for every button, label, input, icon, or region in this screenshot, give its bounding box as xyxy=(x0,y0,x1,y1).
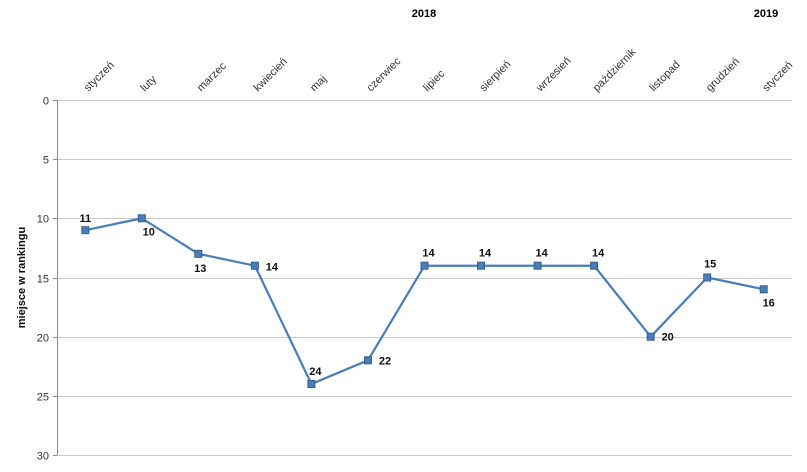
data-label: 22 xyxy=(379,355,391,367)
y-tick-label: 0 xyxy=(43,96,49,108)
year-label-2018: 2018 xyxy=(411,8,437,20)
data-label: 20 xyxy=(662,332,674,344)
data-label: 24 xyxy=(309,366,322,378)
data-label: 14 xyxy=(592,248,605,260)
x-tick-label: październik xyxy=(591,46,639,94)
y-tick-label: 15 xyxy=(37,274,49,286)
x-tick-label: marzec xyxy=(195,60,229,94)
data-point-marker xyxy=(759,285,768,294)
y-tick-label: 25 xyxy=(37,392,49,404)
data-point-marker xyxy=(646,332,655,341)
y-tick-label: 30 xyxy=(37,451,49,463)
data-label: 14 xyxy=(479,248,492,260)
data-point-marker xyxy=(477,261,485,270)
y-tick-label: 10 xyxy=(37,214,49,226)
x-tick-label: kwiecień xyxy=(252,56,290,94)
data-point-marker xyxy=(194,249,203,258)
x-tick-label: styczeń xyxy=(82,59,117,94)
data-point-marker xyxy=(307,380,316,388)
x-tick-label: lipiec xyxy=(421,68,448,95)
data-label: 14 xyxy=(422,248,435,260)
data-point-marker xyxy=(250,261,259,270)
y-tick-label: 5 xyxy=(43,155,49,167)
data-label: 13 xyxy=(194,263,206,275)
data-point-marker xyxy=(533,261,542,270)
x-tick-label: wrzesień xyxy=(534,55,574,95)
data-label: 16 xyxy=(763,297,775,309)
x-tick-label: grudzień xyxy=(704,56,742,94)
y-axis-title: miejsce w rankingu xyxy=(16,227,28,328)
x-tick-label: sierpień xyxy=(478,58,514,94)
data-label: 11 xyxy=(79,213,91,225)
series-line xyxy=(85,217,764,386)
x-tick-label: czerwiec xyxy=(365,55,404,94)
x-tick-label: styczeń xyxy=(760,59,795,94)
data-point-marker xyxy=(81,226,90,235)
data-point-marker xyxy=(590,261,599,270)
y-tick-label: 20 xyxy=(37,333,49,345)
data-label: 14 xyxy=(535,248,548,260)
x-tick-label: luty xyxy=(138,73,159,94)
data-point-marker xyxy=(703,273,712,282)
data-point-marker xyxy=(364,356,372,365)
year-label-2019: 2019 xyxy=(753,8,779,20)
x-tick-label: listopad xyxy=(647,59,682,94)
data-label: 14 xyxy=(266,262,279,274)
data-label: 15 xyxy=(704,259,716,271)
x-tick-label: maj xyxy=(308,73,329,94)
data-label: 10 xyxy=(143,226,155,238)
data-point-marker xyxy=(137,214,146,223)
data-point-marker xyxy=(420,261,429,270)
